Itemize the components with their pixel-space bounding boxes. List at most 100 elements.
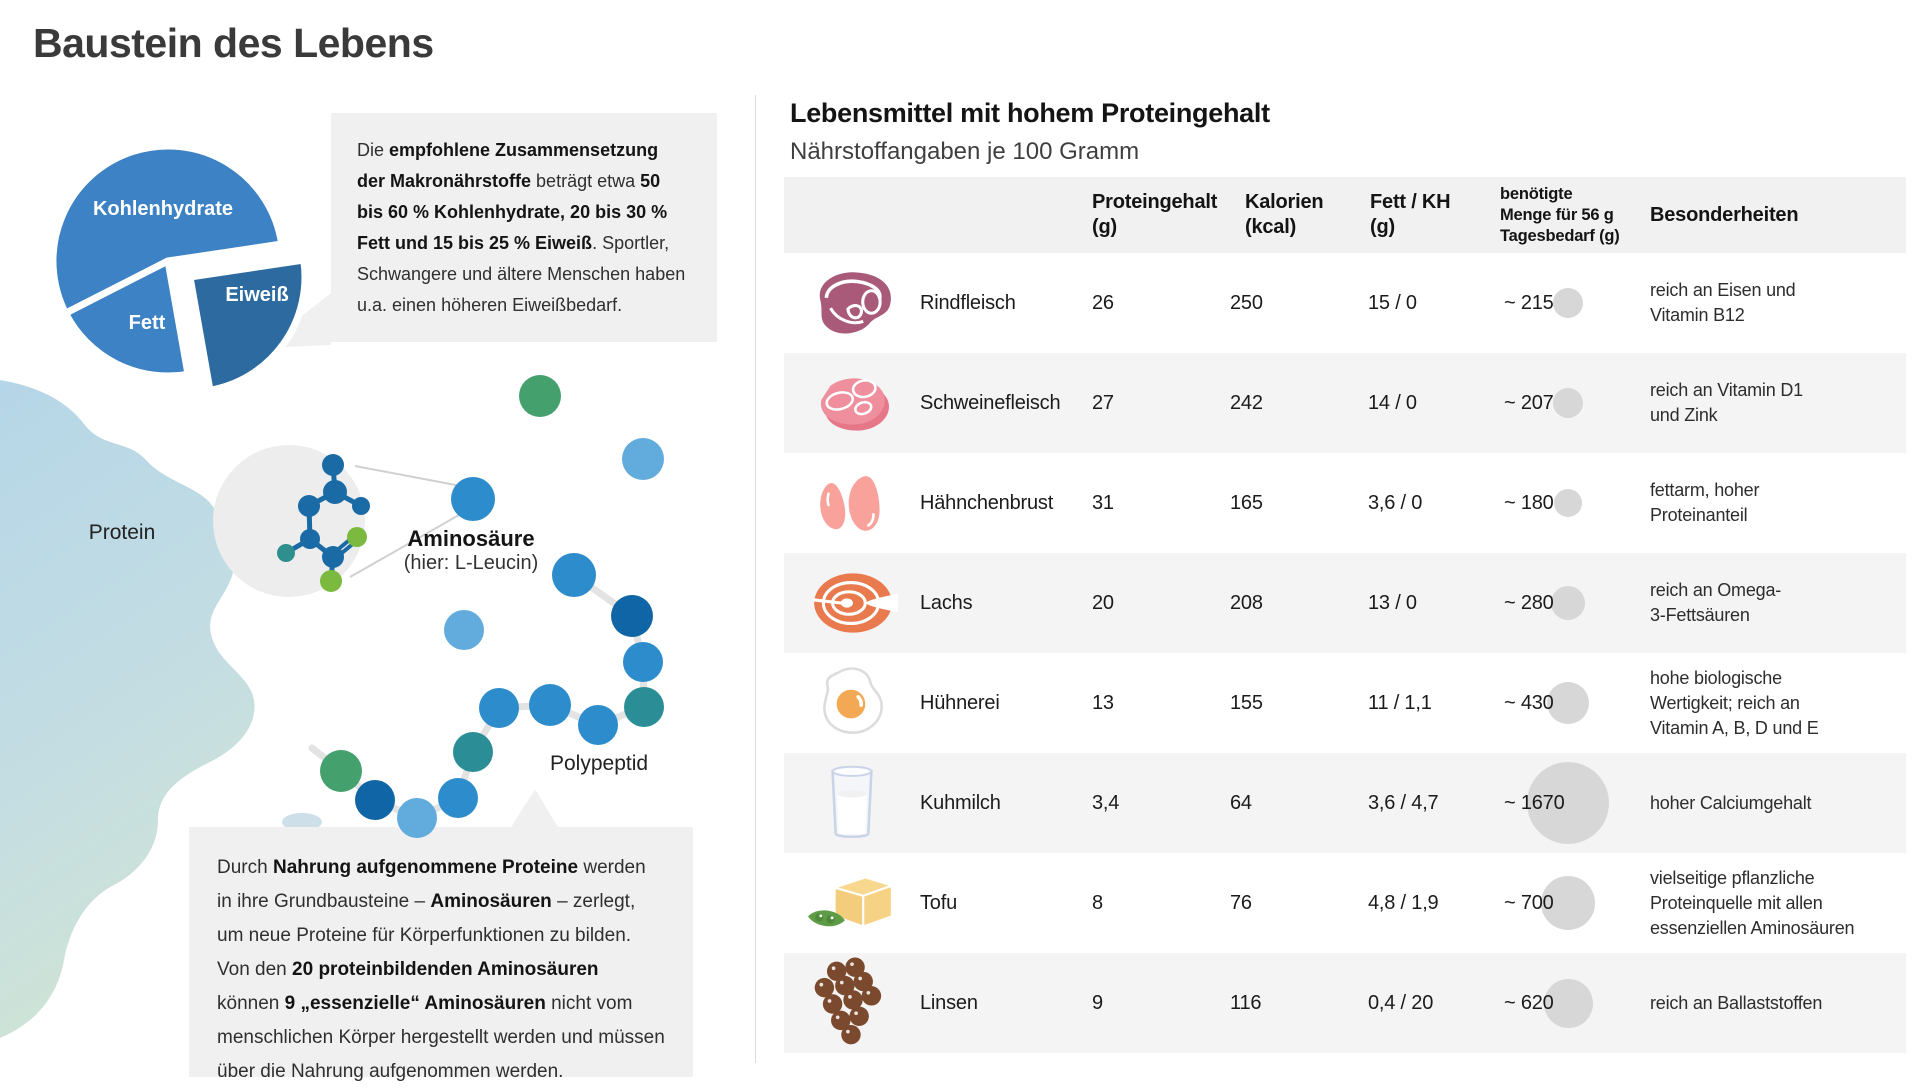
kcal-value: 64: [1230, 791, 1252, 814]
chain-link: [308, 744, 345, 775]
body-text: Die: [357, 140, 390, 160]
notes-text: hoher Calciumgehalt: [1650, 792, 1812, 813]
pie-slice-fat: [62, 257, 192, 380]
table-row: Lachs 20 208 13 / 0 ~ 280 reich an Omega- 3-F…: [784, 553, 1906, 653]
daily-amount-circle: [1527, 762, 1609, 844]
molecule-atom: [347, 527, 367, 547]
amino-acid-node: [611, 595, 653, 637]
emphasis-text: Nahrung aufgenommene Proteine: [272, 857, 579, 878]
kcal-value: 155: [1230, 691, 1263, 714]
column-header-daily-amount: benötigte Menge für 56 g Tagesbedarf (g): [1500, 184, 1620, 245]
amino-acid-label: Aminosäure (hier: L-Leucin): [396, 527, 546, 575]
protein-blob-label: Protein: [88, 521, 156, 544]
notes-text: reich an Vitamin D1 und Zink: [1650, 380, 1803, 425]
food-name: Hühnerei: [920, 691, 1000, 714]
emphasis-text: 50 bis 60 % Kohlenhydrate, 20 bis 30 % F…: [357, 171, 668, 253]
food-name: Kuhmilch: [920, 791, 1001, 814]
amino-acid-title: Aminosäure: [407, 526, 535, 551]
daily-amount-circle: [1551, 586, 1585, 620]
daily-amount-circle: [1547, 682, 1589, 724]
table-row: Rindfleisch 26 250 15 / 0 ~ 215 reich an Eise…: [784, 253, 1906, 353]
body-text: werden in ihre Grundbausteine –: [217, 857, 646, 912]
macronutrient-info-box: Die empfohlene Zusammensetzung der Makro…: [331, 113, 717, 342]
fat-kh-value: 14 / 0: [1368, 391, 1417, 414]
daily-amount-value: ~ 700: [1504, 891, 1554, 914]
daily-amount-value: ~ 620: [1504, 991, 1554, 1014]
food-name: Hähnchenbrust: [920, 491, 1054, 514]
table-subheading: Nährstoffangaben je 100 Gramm: [790, 138, 1140, 165]
body-text: Durch: [217, 857, 273, 878]
table-row: Hähnchenbrust 31 165 3,6 / 0 ~ 180 fettarm, h…: [784, 453, 1906, 553]
chain-link: [371, 796, 421, 822]
pie-label-protein: Eiweiß: [225, 284, 288, 306]
amino-acid-node: [320, 750, 362, 792]
molecule-atom: [298, 495, 320, 517]
food-name: Linsen: [920, 991, 978, 1014]
amino-acid-node: [444, 610, 484, 650]
body-text: . Sportler, Schwangere und ältere Mensch…: [357, 233, 686, 315]
table-header-row: Proteingehalt (g) Kalorien (kcal) Fett /…: [784, 177, 1906, 253]
fat-kh-value: 0,4 / 20: [1368, 991, 1434, 1014]
daily-amount-circle: [1554, 489, 1582, 517]
column-header-kcal: Kalorien (kcal): [1245, 191, 1324, 238]
molecule-bond: [330, 533, 357, 557]
molecule-bond: [333, 489, 363, 509]
pie-label-carbs: Kohlenhydrate: [93, 198, 233, 220]
body-text: nicht vom menschlichen Körper hergestell…: [217, 993, 665, 1082]
daily-amount-value: ~ 1670: [1504, 791, 1565, 814]
molecule-bond: [333, 537, 360, 561]
top-box-tail: [261, 293, 331, 348]
column-header-fat-kh: Fett / KH (g): [1370, 191, 1451, 238]
amino-acid-node: [578, 705, 618, 745]
amino-acid-node: [622, 438, 664, 480]
molecule-atom: [320, 570, 342, 592]
fat-kh-value: 13 / 0: [1368, 591, 1417, 614]
protein-digestion-info-box: Durch Nahrung aufgenommene Proteine werd…: [189, 827, 693, 1082]
notes-text: hohe biologische Wertigkeit; reich an Vi…: [1650, 667, 1819, 738]
tofu-icon: [784, 853, 920, 953]
column-header-notes: Besonderheiten: [1650, 203, 1799, 226]
fat-kh-value: 3,6 / 4,7: [1368, 791, 1439, 814]
daily-amount-circle: [1541, 876, 1595, 930]
molecule-atom: [322, 454, 344, 476]
protein-value: 9: [1092, 991, 1103, 1014]
chain-link: [594, 703, 648, 729]
amino-acid-node: [529, 684, 571, 726]
chain-link: [413, 794, 462, 822]
food-name: Schweinefleisch: [920, 391, 1061, 414]
table-row: Linsen 9 116 0,4 / 20 ~ 620 reich an Ballasts…: [784, 953, 1906, 1053]
table-row: Tofu 8 76 4,8 / 1,9 ~ 700 vielseitige pflanzl…: [784, 853, 1906, 953]
chicken-breast-icon: [784, 453, 920, 553]
chain-link: [639, 658, 648, 711]
amino-acid-node: [624, 687, 664, 727]
protein-value: 20: [1092, 591, 1114, 614]
amino-acid-subtitle: (hier: L-Leucin): [403, 552, 539, 574]
kcal-value: 165: [1230, 491, 1263, 514]
pork-icon: [784, 353, 920, 453]
protein-value: 3,4: [1092, 791, 1120, 814]
protein-value: 31: [1092, 491, 1114, 514]
amino-acid-node: [438, 778, 478, 818]
emphasis-text: empfohlene Zusammensetzung der Makronähr…: [357, 140, 659, 191]
fried-egg-icon: [784, 653, 920, 753]
food-name: Rindfleisch: [920, 291, 1016, 314]
table-heading: Lebensmittel mit hohem Proteingehalt: [790, 98, 1270, 128]
l-leucin-molecule: [277, 454, 370, 592]
molecule-atom: [300, 529, 320, 549]
molecule-bond: [306, 505, 313, 540]
column-header-protein: Proteingehalt (g): [1092, 191, 1218, 238]
kcal-value: 208: [1230, 591, 1263, 614]
notes-text: reich an Eisen und Vitamin B12: [1650, 280, 1796, 325]
chain-link: [628, 612, 647, 666]
kcal-value: 242: [1230, 391, 1263, 414]
protein-value: 27: [1092, 391, 1114, 414]
amino-acid-node: [479, 688, 519, 728]
molecule-bond: [284, 536, 312, 556]
amino-acid-node: [453, 732, 493, 772]
daily-amount-value: ~ 207: [1504, 391, 1554, 414]
pie-slice-protein: [186, 256, 309, 394]
chain-link: [546, 701, 602, 729]
notes-text: vielseitige pflanzliche Proteinquelle mi…: [1650, 867, 1855, 938]
kcal-value: 76: [1230, 891, 1252, 914]
daily-amount-circle: [1553, 388, 1583, 418]
